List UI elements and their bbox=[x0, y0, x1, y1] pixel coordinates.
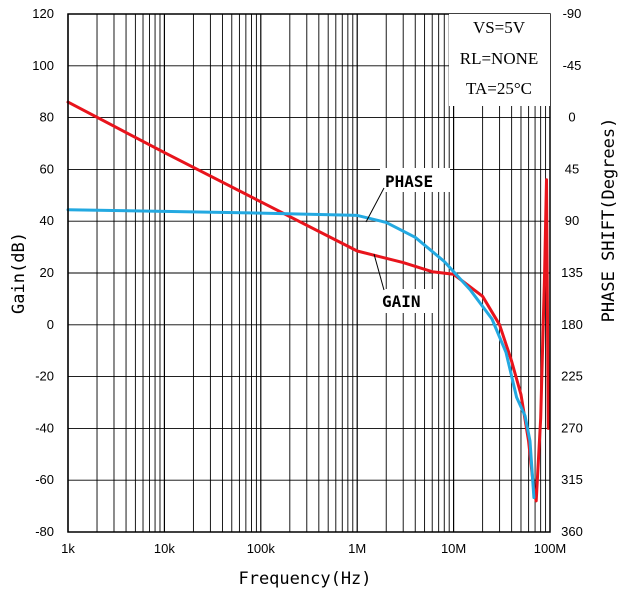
condition-supply: VS=5V bbox=[473, 18, 526, 37]
y-axis-title: Gain(dB) bbox=[9, 232, 29, 314]
y2-tick-label: 360 bbox=[561, 524, 583, 539]
y2-tick-label: 225 bbox=[561, 369, 583, 384]
y-tick-label: -80 bbox=[35, 524, 54, 539]
x-tick-label: 1k bbox=[61, 541, 75, 556]
y2-tick-label: 90 bbox=[565, 213, 579, 228]
y-tick-label: 20 bbox=[40, 265, 54, 280]
phase-pointer bbox=[365, 187, 385, 223]
y2-tick-label: -90 bbox=[563, 6, 582, 21]
x-tick-label: 10k bbox=[154, 541, 175, 556]
y-tick-label: 100 bbox=[32, 58, 54, 73]
y2-axis-title: PHASE SHIFT(Degrees) bbox=[599, 118, 619, 323]
gain-series-label: GAIN bbox=[382, 292, 421, 311]
y2-tick-label: 180 bbox=[561, 317, 583, 332]
y2-tick-label: -45 bbox=[563, 58, 582, 73]
y2-tick-label: 135 bbox=[561, 265, 583, 280]
y-tick-label: -60 bbox=[35, 472, 54, 487]
y2-tick-label: 270 bbox=[561, 420, 583, 435]
y-tick-label: 120 bbox=[32, 6, 54, 21]
y-tick-label: 40 bbox=[40, 213, 54, 228]
plot-frame bbox=[67, 13, 551, 533]
series-lines bbox=[66, 100, 550, 503]
y-tick-label: 60 bbox=[40, 161, 54, 176]
x-tick-label: 100M bbox=[534, 541, 567, 556]
y-tick-label: -20 bbox=[35, 369, 54, 384]
y2-tick-label: 0 bbox=[568, 110, 575, 125]
series-gain-line bbox=[66, 100, 550, 503]
y2-tick-label: 315 bbox=[561, 472, 583, 487]
phase-label-bg bbox=[380, 168, 450, 192]
y-tick-label: -40 bbox=[35, 420, 54, 435]
condition-load: RL=NONE bbox=[460, 49, 539, 68]
series-phase-line bbox=[66, 208, 536, 499]
x-tick-label: 10M bbox=[441, 541, 466, 556]
gain-pointer bbox=[373, 253, 385, 291]
conditions-box bbox=[449, 14, 550, 106]
x-tick-label: 1M bbox=[348, 541, 366, 556]
y-tick-label: 0 bbox=[47, 317, 54, 332]
y2-tick-label: 45 bbox=[565, 161, 579, 176]
condition-temperature: TA=25°C bbox=[466, 79, 532, 98]
gain-label-bg bbox=[376, 289, 438, 313]
phase-series-label: PHASE bbox=[385, 172, 433, 191]
y-tick-label: 80 bbox=[40, 110, 54, 125]
tick-labels: 1k 10k 100k 1M 10M 100M 120 100 80 60 40 20 0 -20 -40 -… bbox=[32, 6, 583, 556]
x-tick-label: 100k bbox=[247, 541, 276, 556]
x-axis-title: Frequency(Hz) bbox=[238, 569, 371, 589]
